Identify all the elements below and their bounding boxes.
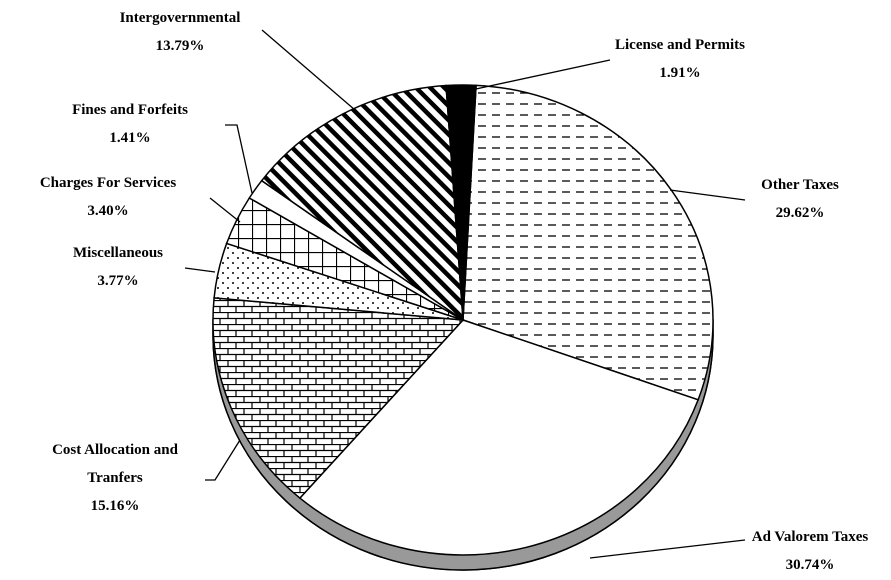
leader-line — [209, 197, 241, 223]
pie — [212, 84, 714, 571]
category-name: License and Permits — [615, 37, 745, 53]
leader-line — [589, 539, 746, 559]
slice-label: Intergovernmental 13.79% — [70, 4, 290, 60]
pie-slice — [212, 297, 465, 500]
category-name: Charges For Services — [39, 175, 177, 191]
value-label: 29.62% — [775, 205, 825, 221]
pie-slice — [445, 84, 477, 321]
category-name: Ad Valorem Taxes — [751, 529, 869, 545]
leader-line — [461, 59, 611, 93]
pie-slice — [298, 319, 700, 556]
slice-label: Other Taxes 29.62% — [690, 171, 891, 227]
category-name: Fines and Forfeits — [72, 102, 188, 118]
category-name: Other Taxes — [761, 177, 839, 193]
slice-label: License and Permits 1.91% — [570, 31, 790, 87]
leader-line — [205, 439, 241, 481]
value-label: 3.40% — [87, 203, 129, 219]
category-name: Intergovernmental — [119, 10, 241, 26]
value-label: 13.79% — [155, 38, 205, 54]
value-label: 15.16% — [90, 498, 140, 514]
leader-line — [669, 189, 746, 201]
leader-line — [261, 29, 356, 111]
category-name: Miscellaneous — [73, 245, 163, 261]
leader-line — [184, 267, 216, 273]
slice-label: Cost Allocation and Tranfers 15.16% — [25, 436, 205, 520]
leader-line — [225, 124, 253, 194]
slice-label: Fines and Forfeits 1.41% — [20, 96, 240, 152]
pie-slice — [260, 84, 464, 322]
category-name: Cost Allocation and Tranfers — [52, 442, 178, 486]
value-label: 30.74% — [785, 557, 835, 573]
slice-label: Charges For Services 3.40% — [0, 169, 218, 225]
value-label: 3.77% — [97, 273, 139, 289]
value-label: 1.41% — [109, 130, 151, 146]
slice-label: Miscellaneous 3.77% — [8, 239, 228, 295]
slice-label: Ad Valorem Taxes 30.74% — [700, 523, 891, 579]
value-label: 1.91% — [659, 65, 701, 81]
